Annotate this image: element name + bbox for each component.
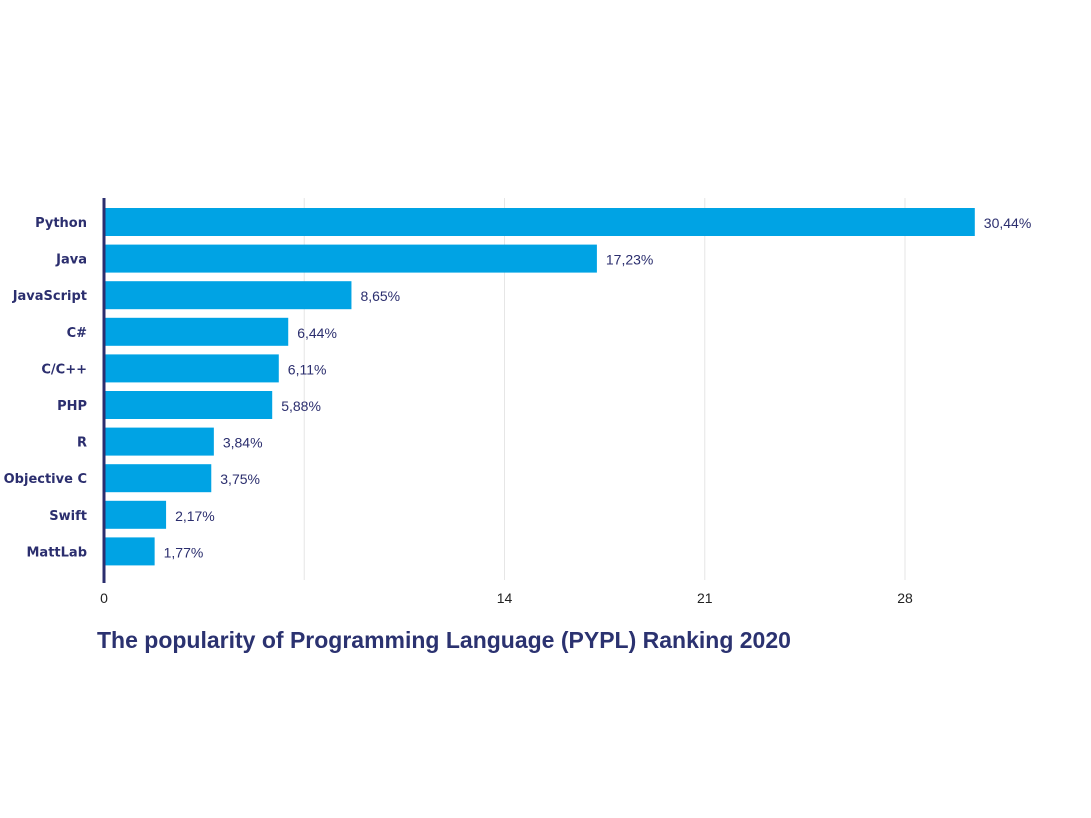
category-label: C/C++ [41,362,87,377]
data-label: 5,88% [281,398,321,414]
bar [104,208,975,236]
category-label: C# [67,326,88,341]
data-label: 2,17% [175,508,215,524]
chart-title: The popularity of Programming Language (… [97,627,791,653]
data-label: 6,11% [288,361,327,377]
bar [104,317,289,346]
category-label: PHP [57,399,87,414]
x-tick-label: 14 [497,590,513,606]
category-labels: Python Java JavaScript C# C/C++ PHP R Objective… [4,216,87,560]
bar-chart: Python Java JavaScript C# C/C++ PHP R Objective… [4,198,1032,606]
data-labels: 30,44% 17,23% 8,65% 6,44% 6,11% 5,88% 3,84% 3,7… [164,215,1032,560]
data-label: 3,84% [223,435,263,451]
data-label: 1,77% [164,544,204,560]
bar [104,427,214,456]
bar [104,391,273,419]
category-label: Java [55,253,87,268]
data-label: 30,44% [984,215,1031,231]
category-label: MattLab [27,545,88,560]
category-label: R [77,436,87,451]
bar [104,244,597,273]
data-label: 17,23% [606,252,653,268]
x-tick-label: 0 [100,590,108,606]
x-axis-ticks: 0 14 21 28 [100,590,913,606]
bar [104,354,279,383]
category-label: JavaScript [12,289,87,304]
category-label: Swift [49,509,87,524]
x-tick-label: 28 [897,590,913,606]
data-label: 6,44% [297,325,337,341]
bars [104,208,975,566]
bar [104,464,212,493]
bar [104,500,167,529]
category-label: Python [35,216,87,231]
category-label: Objective C [4,472,87,487]
bar [104,281,352,310]
bar [104,537,155,566]
x-tick-label: 21 [697,590,713,606]
data-label: 3,75% [220,471,260,487]
data-label: 8,65% [360,288,400,304]
